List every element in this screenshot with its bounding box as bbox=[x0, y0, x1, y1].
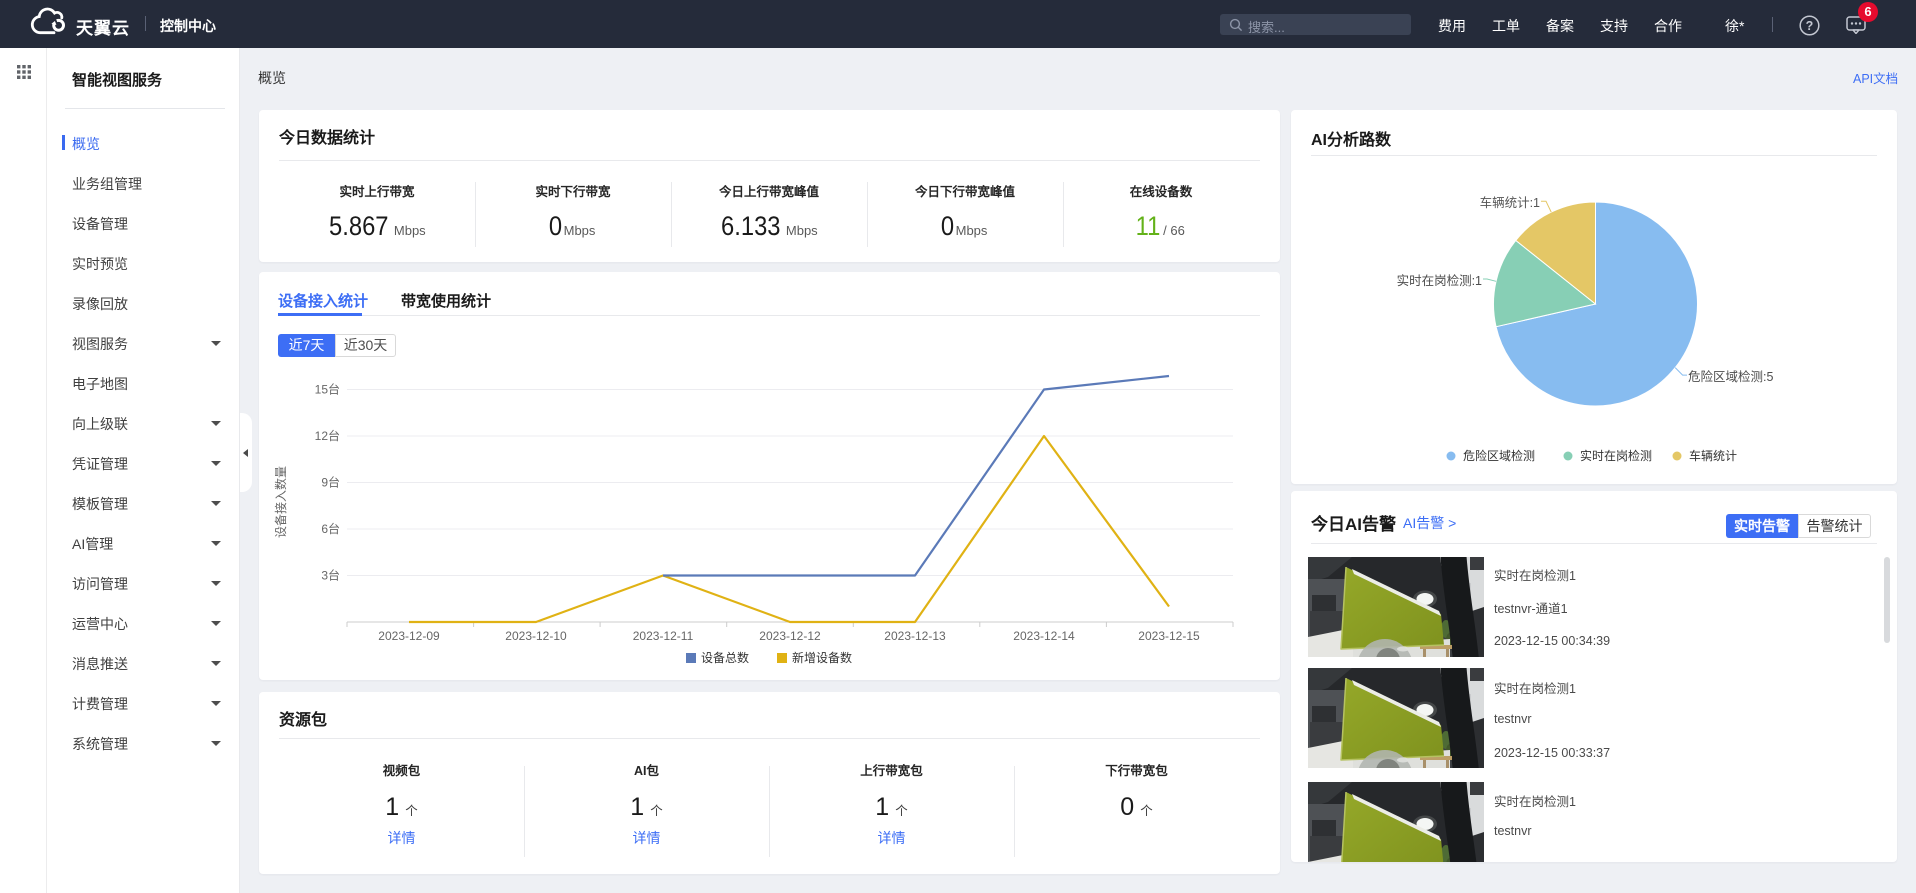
svg-text:2023-12-14: 2023-12-14 bbox=[1013, 629, 1075, 643]
svg-text:12台: 12台 bbox=[315, 428, 340, 443]
svg-text:2023-12-11: 2023-12-11 bbox=[633, 629, 694, 643]
svg-text:车辆统计: 车辆统计 bbox=[1689, 448, 1737, 463]
svg-text:15台: 15台 bbox=[315, 382, 340, 397]
svg-text:车辆统计:1: 车辆统计:1 bbox=[1480, 195, 1540, 210]
svg-text:2023-12-12: 2023-12-12 bbox=[759, 629, 821, 643]
svg-text:2023-12-13: 2023-12-13 bbox=[884, 629, 946, 643]
svg-text:9台: 9台 bbox=[321, 475, 340, 490]
svg-text:?: ? bbox=[1806, 19, 1814, 33]
svg-text:危险区域检测:5: 危险区域检测:5 bbox=[1688, 369, 1773, 384]
svg-text:实时在岗检测: 实时在岗检测 bbox=[1580, 448, 1652, 463]
svg-text:6台: 6台 bbox=[321, 521, 340, 536]
svg-text:危险区域检测: 危险区域检测 bbox=[1463, 448, 1535, 463]
svg-text:新增设备数: 新增设备数 bbox=[792, 650, 852, 665]
svg-text:实时在岗检测:1: 实时在岗检测:1 bbox=[1397, 273, 1482, 288]
svg-text:设备总数: 设备总数 bbox=[701, 650, 749, 665]
svg-text:2023-12-10: 2023-12-10 bbox=[505, 629, 567, 643]
svg-text:2023-12-15: 2023-12-15 bbox=[1138, 629, 1200, 643]
svg-text:2023-12-09: 2023-12-09 bbox=[378, 629, 440, 643]
svg-text:设备接入数量: 设备接入数量 bbox=[273, 466, 288, 538]
svg-text:3台: 3台 bbox=[321, 568, 340, 583]
